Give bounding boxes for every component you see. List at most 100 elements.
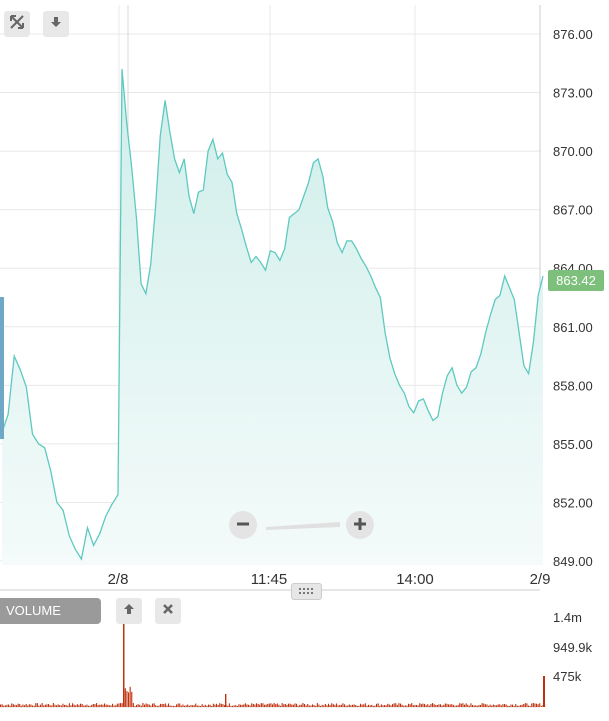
volume-bar [65, 704, 67, 707]
volume-bar [267, 703, 269, 707]
volume-bar [188, 705, 190, 707]
volume-bar [184, 705, 186, 707]
volume-bar [81, 704, 83, 707]
range-selector-marker[interactable] [0, 297, 4, 439]
volume-bar [281, 703, 283, 707]
volume-bar [374, 705, 376, 707]
volume-bar [142, 703, 144, 707]
volume-bar [438, 704, 440, 707]
grip-dots-icon [298, 587, 316, 597]
volume-bar [491, 705, 493, 707]
volume-bar [91, 704, 93, 707]
volume-bar [382, 705, 384, 707]
zoom-slider[interactable] [262, 515, 346, 535]
volume-bar [483, 703, 485, 707]
volume-bar [57, 704, 59, 707]
last-price-tag: 863.42 [548, 270, 604, 291]
volume-bar [500, 705, 502, 707]
volume-bar [393, 703, 395, 707]
volume-bar [172, 705, 174, 707]
zoom-in-button[interactable] [346, 511, 374, 539]
zoom-out-button[interactable] [229, 511, 257, 539]
close-panel-button[interactable] [155, 598, 181, 624]
volume-bar [160, 703, 162, 707]
volume-bar [494, 705, 496, 707]
volume-bar [288, 703, 290, 707]
volume-bar [36, 703, 38, 707]
volume-bar [137, 704, 139, 707]
volume-bar [176, 704, 178, 707]
volume-bar [97, 705, 99, 707]
volume-bar [348, 704, 350, 707]
volume-bar [70, 705, 72, 707]
volume-bar [360, 703, 362, 707]
volume-bar [174, 705, 176, 707]
volume-bar [452, 704, 454, 707]
panel-resize-handle[interactable] [291, 583, 322, 600]
volume-bar [484, 704, 486, 707]
volume-bar [153, 703, 155, 707]
volume-bar [344, 704, 346, 707]
volume-bar [492, 704, 494, 707]
volume-bar [436, 705, 438, 707]
price-tick-label: 861.00 [553, 320, 593, 335]
volume-bar [236, 705, 238, 707]
volume-bar [347, 705, 349, 707]
volume-bar [200, 706, 202, 707]
volume-bar [41, 703, 43, 707]
volume-bar [430, 703, 432, 707]
volume-bar [376, 703, 378, 707]
volume-bar [387, 703, 389, 707]
volume-tick-label: 949.9k [553, 640, 593, 655]
volume-bar [468, 705, 470, 707]
volume-bar [238, 704, 240, 707]
volume-bar [478, 704, 480, 707]
volume-bar [166, 705, 168, 707]
price-tick-label: 858.00 [553, 378, 593, 393]
volume-bar [377, 703, 379, 707]
volume-bar [268, 703, 270, 707]
volume-bar [252, 704, 254, 707]
volume-bar [182, 704, 184, 707]
volume-bar [11, 703, 13, 707]
volume-bar [228, 703, 230, 707]
minus-icon [236, 514, 250, 537]
volume-bar [134, 706, 136, 707]
download-button[interactable] [43, 11, 69, 37]
volume-bar [227, 705, 229, 707]
volume-bar [235, 705, 237, 707]
volume-bar [472, 705, 474, 707]
volume-bar [104, 703, 106, 707]
volume-bar [94, 704, 96, 707]
volume-bar [38, 705, 40, 707]
volume-bar [164, 703, 166, 707]
volume-bar [524, 703, 526, 707]
volume-bar [99, 704, 101, 707]
time-axis: 2/8 11:45 14:00 2/9 [108, 571, 551, 588]
volume-bar [3, 705, 5, 707]
volume-bar [126, 691, 128, 707]
volume-bar [516, 705, 518, 707]
volume-bar [116, 703, 118, 707]
time-tick-label: 14:00 [396, 571, 434, 588]
volume-bar [33, 705, 35, 707]
fullscreen-button[interactable] [4, 11, 30, 37]
volume-bar [0, 704, 2, 707]
volume-bar [443, 704, 445, 707]
volume-bar [460, 703, 462, 707]
volume-bar [56, 705, 58, 707]
volume-bar [123, 600, 125, 707]
volume-bar [294, 703, 296, 707]
volume-bar [536, 703, 538, 707]
volume-bar [185, 705, 187, 707]
volume-bar [467, 704, 469, 707]
volume-bar [201, 704, 203, 707]
move-panel-up-button[interactable] [116, 598, 142, 624]
price-tick-label: 849.00 [553, 554, 593, 569]
volume-bar [422, 703, 424, 707]
volume-bar [278, 704, 280, 707]
volume-bar [275, 704, 277, 707]
volume-bar [243, 704, 245, 707]
volume-bar [193, 705, 195, 707]
